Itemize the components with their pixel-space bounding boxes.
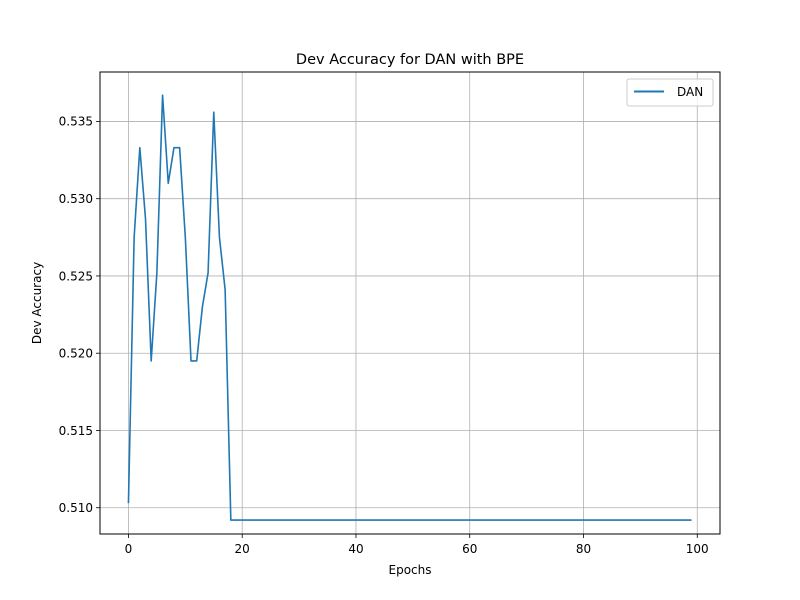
legend-label-dan: DAN bbox=[677, 85, 703, 99]
y-tick-label: 0.515 bbox=[59, 424, 93, 438]
plot-frame bbox=[99, 71, 721, 535]
y-tick-label: 0.535 bbox=[59, 115, 93, 129]
grid bbox=[100, 72, 720, 534]
x-tick-label: 80 bbox=[576, 542, 591, 556]
x-tick-label: 60 bbox=[462, 542, 477, 556]
y-axis-label: Dev Accuracy bbox=[30, 262, 44, 344]
x-axis-label: Epochs bbox=[389, 563, 432, 577]
chart-title: Dev Accuracy for DAN with BPE bbox=[296, 52, 524, 68]
y-tick-label: 0.510 bbox=[59, 501, 93, 515]
x-tick-label: 20 bbox=[235, 542, 250, 556]
y-tick-label: 0.525 bbox=[59, 269, 93, 283]
legend-box bbox=[626, 78, 714, 107]
series-line-dan bbox=[127, 94, 692, 521]
y-tick-label: 0.530 bbox=[59, 192, 93, 206]
series-layer bbox=[127, 94, 692, 521]
x-tick-label: 0 bbox=[125, 542, 133, 556]
x-tick-label: 100 bbox=[686, 542, 709, 556]
legend: DAN bbox=[626, 78, 714, 107]
x-tick-label: 40 bbox=[348, 542, 363, 556]
y-tick-label: 0.520 bbox=[59, 347, 93, 361]
ticks: 0 20 40 60 80 100 0.510 0.515 0.520 0.525 0.530 0.5… bbox=[59, 115, 709, 556]
